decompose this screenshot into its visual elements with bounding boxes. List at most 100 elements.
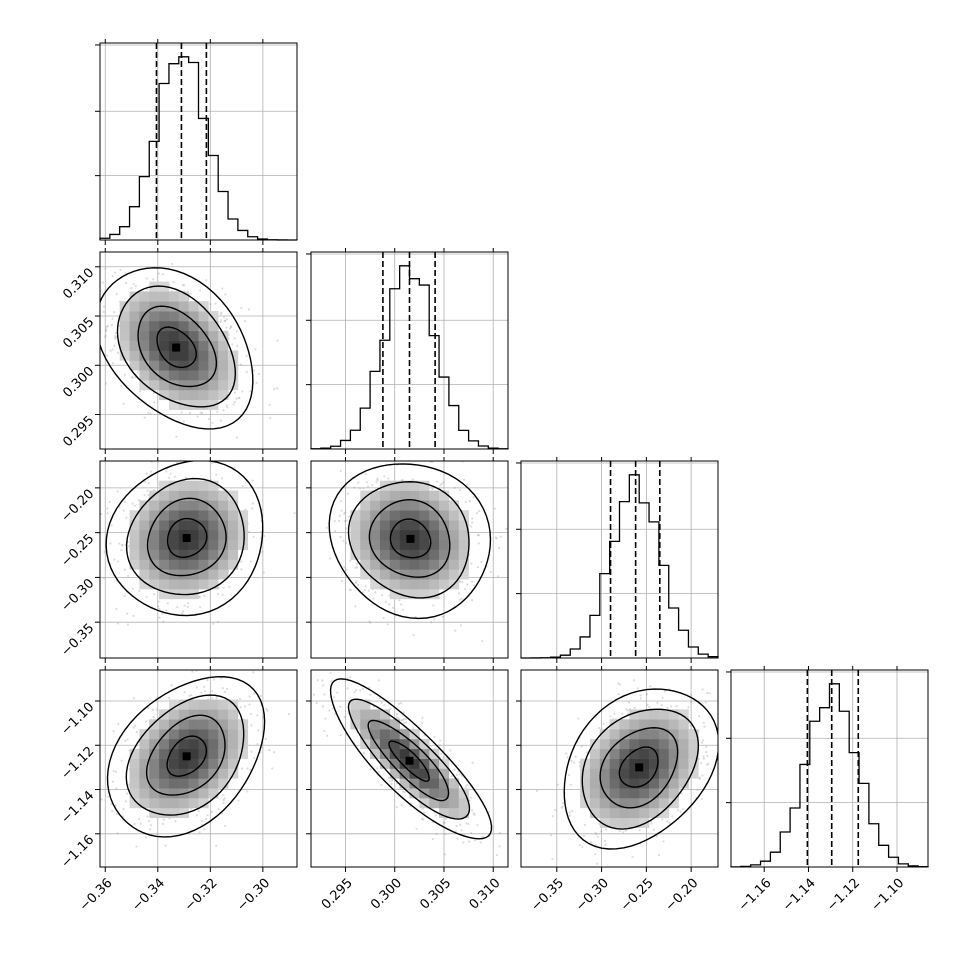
sample-point — [120, 543, 124, 546]
sample-point — [176, 606, 179, 609]
peak-marker — [182, 534, 191, 543]
sample-point — [315, 701, 318, 704]
sample-point — [240, 560, 243, 563]
sample-point — [357, 508, 361, 511]
sample-point — [149, 412, 152, 415]
sample-point — [152, 593, 156, 596]
sample-point — [747, 721, 749, 723]
sample-point — [161, 822, 165, 825]
sample-point — [398, 702, 401, 705]
density-cell — [668, 768, 679, 779]
sample-point — [580, 745, 583, 748]
sample-point — [199, 411, 202, 414]
sample-point — [250, 507, 254, 510]
sample-point — [343, 715, 346, 719]
density-cell — [188, 350, 199, 361]
density-cell — [198, 380, 209, 391]
density-cell — [188, 520, 199, 531]
density-cell — [188, 559, 199, 570]
contour-level-1 — [599, 727, 679, 809]
density-cell — [379, 549, 391, 560]
density-cell — [159, 719, 170, 730]
sample-point — [383, 475, 386, 478]
sample-point — [348, 676, 352, 679]
density-cell — [639, 798, 650, 809]
sample-point — [116, 832, 119, 835]
density-cell — [429, 549, 440, 560]
density-cell — [619, 758, 630, 769]
sample-point — [189, 292, 192, 295]
sample-point — [402, 711, 405, 714]
panel-frame — [99, 42, 298, 241]
density-cell — [149, 719, 160, 730]
density-cell — [439, 788, 450, 799]
density-cell — [599, 778, 610, 789]
density-cell — [178, 490, 189, 501]
density-cell — [688, 758, 699, 769]
sample-point — [104, 336, 107, 339]
sample-point — [478, 509, 481, 513]
sample-point — [94, 281, 96, 283]
density-cell — [609, 748, 620, 759]
contour-level-2 — [581, 708, 700, 830]
density-cell — [439, 520, 450, 531]
density-cell — [399, 738, 410, 750]
sample-point — [639, 694, 642, 697]
density-cell — [188, 699, 199, 710]
sample-point — [429, 621, 433, 624]
density-cell — [188, 301, 199, 312]
density-cell — [419, 798, 430, 809]
density-cell — [379, 748, 391, 759]
sample-point — [205, 279, 208, 282]
sample-point — [622, 831, 625, 834]
density-cell — [168, 758, 180, 769]
density-cell — [139, 291, 150, 302]
sample-point — [339, 469, 342, 473]
sample-point — [468, 499, 471, 503]
sample-point — [400, 701, 403, 705]
density-cell — [208, 758, 219, 769]
sample-point — [569, 783, 572, 786]
sample-point — [649, 685, 652, 688]
sample-point — [240, 767, 244, 770]
sample-point — [329, 671, 332, 674]
sample-point — [271, 767, 274, 770]
density-cell — [399, 529, 410, 541]
density-cell — [389, 768, 400, 779]
sample-point — [687, 706, 690, 709]
density-cell — [609, 788, 620, 799]
density-cell — [629, 807, 640, 819]
sample-point — [115, 336, 118, 339]
contour-level-2 — [347, 481, 470, 599]
sample-point — [650, 822, 653, 825]
density-cell — [149, 320, 160, 332]
density-cell — [178, 729, 189, 740]
sample-point — [120, 759, 123, 762]
density-cell — [168, 539, 180, 550]
sample-point — [92, 284, 94, 286]
density-cell — [159, 370, 170, 381]
density-cell — [639, 788, 650, 799]
density-cell — [218, 549, 229, 560]
sample-point — [339, 535, 342, 539]
density-cell — [178, 350, 189, 361]
sample-point — [476, 824, 479, 827]
sample-point — [203, 594, 206, 598]
density-cell — [429, 510, 440, 521]
sample-point — [423, 811, 426, 814]
sample-point — [162, 620, 165, 623]
density-cell — [419, 559, 430, 570]
density-cell — [350, 709, 361, 720]
sample-point — [127, 544, 131, 548]
sample-point — [387, 603, 391, 606]
sample-point — [222, 793, 225, 797]
sample-point — [116, 622, 120, 625]
density-cell — [629, 817, 640, 828]
sample-point — [249, 768, 252, 771]
sample-point — [216, 410, 219, 413]
sample-point — [261, 746, 264, 749]
sample-point — [560, 806, 563, 809]
density-cell — [178, 520, 189, 531]
density-cell — [198, 529, 209, 541]
sample-point — [220, 677, 223, 680]
